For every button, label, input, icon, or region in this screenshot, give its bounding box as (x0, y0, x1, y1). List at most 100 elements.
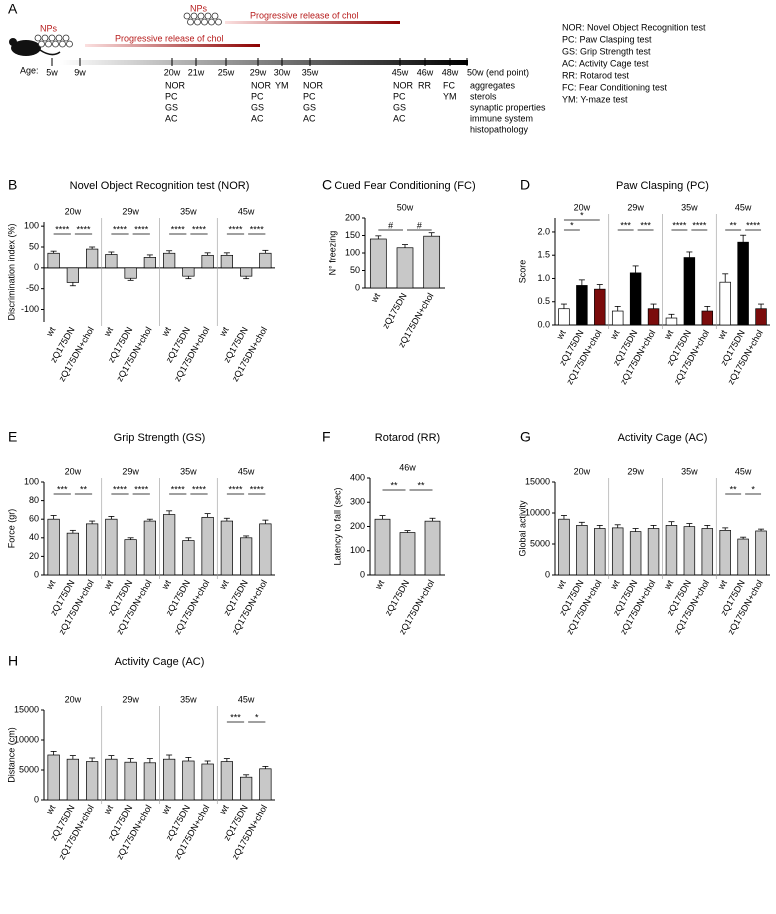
sig-label: * (255, 712, 259, 722)
x-tick-label: wt (217, 578, 231, 592)
bar (240, 776, 253, 801)
bar (105, 254, 118, 269)
bar (85, 523, 99, 576)
test: AC (251, 113, 264, 123)
bar (143, 520, 157, 576)
y-tick-label: 100 (345, 247, 360, 257)
bar (629, 531, 642, 576)
bar (683, 257, 696, 326)
sig-label: **** (171, 484, 186, 494)
x-tick-label: wt (715, 578, 729, 592)
sig-label: # (417, 220, 422, 230)
sig-label: ** (730, 484, 738, 494)
bar (66, 267, 79, 283)
test: AC (393, 113, 406, 123)
bar (47, 518, 60, 576)
sig-label: *** (620, 220, 631, 230)
bar (647, 308, 660, 326)
np (190, 12, 198, 20)
np (201, 18, 208, 26)
x-tick-label: wt (217, 325, 231, 339)
bar (220, 254, 234, 269)
group-label: 35w (180, 206, 197, 216)
y-tick-label: -100 (21, 304, 39, 314)
y-tick-label: 5000 (530, 538, 550, 548)
sig-label: *** (230, 712, 241, 722)
sig-label: **** (250, 224, 265, 234)
bar (105, 758, 118, 801)
chart-title: Paw Clasping (PC) (616, 180, 709, 192)
y-tick-label: 50 (29, 241, 39, 251)
np (208, 18, 215, 26)
bar (611, 310, 624, 326)
bar (374, 518, 391, 576)
group-label: 20w (65, 206, 82, 216)
y-tick-label: 1.5 (537, 250, 550, 260)
age: 21w (188, 67, 205, 77)
legend-entry: NOR: Novel Object Recognition test (562, 22, 706, 32)
y-tick-label: 60 (29, 514, 39, 524)
x-tick-label: wt (373, 578, 387, 592)
y-tick-label: 20 (29, 551, 39, 561)
bar (66, 758, 79, 801)
bar (719, 281, 731, 326)
bar (182, 267, 195, 277)
np (52, 40, 59, 48)
y-tick-label: 0 (34, 569, 39, 579)
test: FC (443, 80, 455, 90)
y-tick-label: 80 (29, 495, 39, 505)
group-label: 20w (65, 694, 82, 704)
x-tick-label: wt (217, 803, 231, 817)
mouse-icon (9, 38, 61, 56)
sig-label: **** (228, 484, 243, 494)
group-label: 20w (574, 202, 591, 212)
bar (85, 248, 99, 269)
group-label: 20w (65, 466, 82, 476)
group-label: 35w (180, 466, 197, 476)
bar (85, 761, 99, 801)
y-tick-label: 300 (350, 497, 365, 507)
np (187, 18, 194, 26)
bar (163, 514, 176, 576)
np (211, 12, 219, 20)
bar (240, 267, 253, 277)
test: aggregates (470, 80, 516, 90)
sig-label: **** (746, 220, 761, 230)
panel-label: G (520, 429, 531, 445)
np (215, 18, 222, 26)
y-tick-label: -50 (26, 283, 39, 293)
group-label: 46w (399, 462, 416, 472)
sig-label: **** (134, 484, 149, 494)
y-tick-label: 0 (34, 262, 39, 272)
group-label: 35w (180, 694, 197, 704)
bar (701, 310, 714, 326)
panel-label: H (8, 653, 18, 669)
group-label: 29w (627, 202, 644, 212)
age-label: Age: (20, 65, 39, 75)
chart-title: Cued Fear Conditioning (FC) (334, 180, 475, 192)
sig-label: **** (672, 220, 687, 230)
sig-label: **** (228, 224, 243, 234)
np (204, 12, 212, 20)
y-axis-label: Discrimination index (%) (6, 223, 16, 320)
bar (665, 525, 678, 576)
y-tick-label: 200 (345, 212, 360, 222)
bar (47, 252, 60, 269)
test: PC (165, 91, 178, 101)
panel-label: D (520, 177, 530, 193)
release-label: Progressive release of chol (115, 33, 224, 43)
bar (220, 761, 234, 801)
x-tick-label: wt (159, 578, 173, 592)
y-tick-label: 0 (34, 794, 39, 804)
x-tick-label: zQ175DN (380, 291, 408, 330)
age: 48w (442, 67, 459, 77)
np-cluster (183, 12, 222, 26)
sig-label: **** (76, 224, 91, 234)
bar (220, 520, 234, 576)
group-label: 35w (681, 466, 698, 476)
sig-label: # (388, 220, 393, 230)
bar (201, 763, 214, 801)
chart-title: Activity Cage (AC) (115, 656, 205, 668)
legend-entry: YM: Y-maze test (562, 94, 628, 104)
